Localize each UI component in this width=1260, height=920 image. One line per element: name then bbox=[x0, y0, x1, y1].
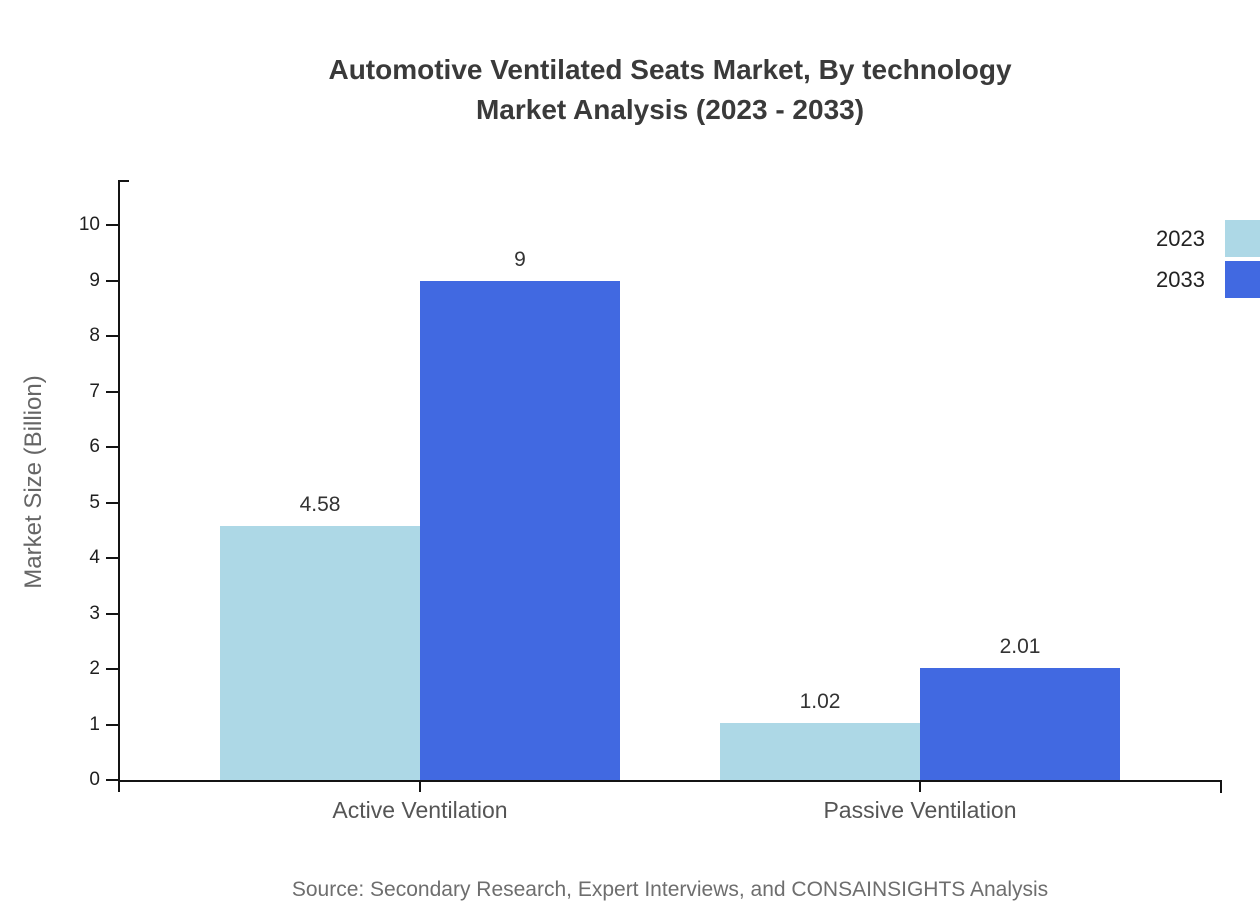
legend-label-2023: 2023 bbox=[1156, 226, 1205, 251]
y-tick bbox=[106, 224, 118, 226]
x-axis-end-tick bbox=[1220, 780, 1222, 793]
x-axis-line bbox=[118, 780, 1222, 782]
category-label-passive-ventilation: Passive Ventilation bbox=[823, 797, 1017, 823]
y-tick bbox=[106, 335, 118, 337]
y-axis-line bbox=[118, 180, 120, 792]
bar-2023-passive-ventilation bbox=[720, 723, 920, 780]
y-tick bbox=[106, 723, 118, 726]
y-tick bbox=[106, 390, 118, 393]
y-tick bbox=[106, 279, 118, 282]
y-axis-end-tick bbox=[118, 180, 129, 182]
chart-title: Automotive Ventilated Seats Market, By t… bbox=[118, 50, 1222, 130]
value-label-2033-passive-ventilation: 2.01 bbox=[999, 635, 1041, 659]
y-tick-label: 0 bbox=[89, 769, 100, 790]
y-tick-label: 4 bbox=[89, 547, 100, 568]
value-label-2023-passive-ventilation: 1.02 bbox=[799, 690, 841, 714]
y-tick-label: 9 bbox=[89, 269, 100, 291]
legend-label-2033: 2033 bbox=[1156, 267, 1205, 292]
value-label-2033-active-ventilation: 9 bbox=[514, 247, 526, 271]
bar-2023-active-ventilation bbox=[220, 525, 420, 780]
source-note: Source: Secondary Research, Expert Inter… bbox=[291, 878, 1049, 901]
legend-swatch-2023 bbox=[1225, 220, 1260, 257]
y-tick bbox=[106, 557, 118, 559]
chart-title-line2: Market Analysis (2023 - 2033) bbox=[475, 94, 865, 125]
chart-title-line1: Automotive Ventilated Seats Market, By t… bbox=[328, 54, 1012, 85]
y-tick-label: 6 bbox=[89, 436, 100, 457]
category-label-active-ventilation: Active Ventilation bbox=[332, 797, 508, 823]
y-tick-label: 5 bbox=[89, 491, 100, 513]
legend-swatch-2033 bbox=[1225, 261, 1260, 298]
bar-2033-passive-ventilation bbox=[920, 668, 1120, 780]
y-tick-label: 10 bbox=[78, 214, 100, 235]
y-tick-label: 3 bbox=[89, 602, 100, 624]
x-tick bbox=[419, 780, 421, 792]
bar-2033-active-ventilation bbox=[420, 280, 620, 780]
y-tick-label: 7 bbox=[89, 380, 100, 402]
y-tick-label: 8 bbox=[89, 325, 100, 346]
x-tick bbox=[919, 780, 921, 792]
y-tick bbox=[106, 779, 118, 781]
value-label-2023-active-ventilation: 4.58 bbox=[299, 492, 341, 516]
y-tick bbox=[106, 446, 118, 448]
y-tick-label: 2 bbox=[89, 658, 100, 679]
y-tick bbox=[106, 501, 118, 504]
y-tick bbox=[106, 612, 118, 615]
y-tick-label: 1 bbox=[89, 713, 100, 735]
y-tick bbox=[106, 668, 118, 670]
